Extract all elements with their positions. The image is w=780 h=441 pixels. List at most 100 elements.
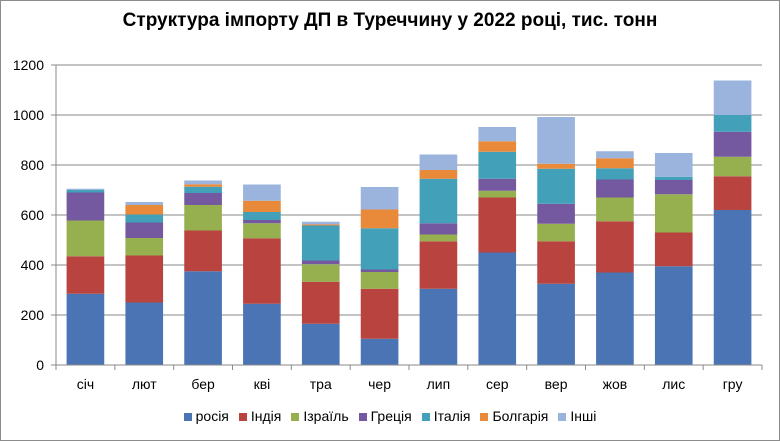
- legend-label: Інші: [570, 408, 597, 424]
- bar-segment: [184, 193, 222, 205]
- bar-segment: [478, 178, 517, 191]
- bar-segment: [184, 184, 222, 187]
- bar-segment: [654, 194, 693, 233]
- bar-segment: [66, 256, 105, 294]
- legend-item: Греція: [358, 408, 412, 424]
- bar-segment: [301, 225, 340, 261]
- bars: [66, 80, 752, 365]
- legend-label: Греція: [370, 408, 412, 424]
- x-tick-labels: січ лют бер кві тра чер лип сер вер жов лис гру: [77, 376, 743, 392]
- bar-segment: [184, 180, 222, 185]
- legend-item: Болгарія: [480, 408, 548, 424]
- bar-segment: [537, 163, 575, 169]
- legend-swatch: [291, 413, 300, 422]
- bar-segment: [478, 127, 517, 142]
- x-tick-label: лип: [427, 376, 451, 392]
- bar-segment: [125, 238, 164, 256]
- bar-segment: [478, 151, 517, 179]
- x-tick-label: жов: [603, 376, 628, 392]
- x-tick-label: тра: [310, 376, 332, 392]
- bar-segment: [125, 222, 164, 238]
- bar-segment: [713, 176, 752, 210]
- legend-item: росія: [183, 408, 229, 424]
- bar-segment: [301, 221, 340, 225]
- x-tick-label: лис: [662, 376, 685, 392]
- bar-segment: [537, 203, 575, 224]
- bar-segment: [301, 281, 340, 324]
- legend-label: росія: [195, 408, 229, 424]
- bar-segment: [125, 202, 164, 205]
- legend-label: Ізраїль: [303, 408, 349, 424]
- bar-segment: [360, 187, 399, 210]
- bar-segment: [360, 209, 399, 229]
- legend-label: Італія: [433, 408, 471, 424]
- bar-segment: [243, 212, 281, 220]
- legend: росія Індія Ізраїль Греція Італія Болгарія Інш…: [0, 408, 780, 424]
- y-tick-label: 200: [21, 307, 45, 323]
- bar-segment: [537, 241, 575, 284]
- bar-segment: [654, 232, 693, 267]
- bar-segment: [360, 228, 399, 270]
- bar-segment: [243, 223, 281, 239]
- x-tick-label: січ: [77, 376, 94, 392]
- y-tick-label: 800: [21, 157, 45, 173]
- bar-segment: [713, 210, 752, 365]
- axes: [51, 64, 763, 370]
- x-tick-label: кві: [254, 376, 271, 392]
- legend-swatch: [558, 413, 567, 422]
- legend-label: Болгарія: [492, 408, 549, 424]
- legend-swatch: [480, 413, 489, 422]
- legend-item: Італія: [421, 408, 471, 424]
- bar-segment: [243, 220, 281, 224]
- bar-segment: [243, 303, 281, 365]
- bar-segment: [360, 338, 399, 365]
- bar-segment: [301, 224, 340, 226]
- bar-segment: [478, 190, 517, 198]
- bar-segment: [125, 302, 164, 365]
- bar-segment: [243, 200, 281, 212]
- legend-label: Індія: [250, 408, 282, 424]
- y-tick-label: 400: [21, 257, 45, 273]
- bar-segment: [419, 223, 458, 235]
- bar-segment: [66, 190, 105, 193]
- bar-segment: [184, 186, 222, 193]
- bar-segment: [419, 170, 458, 179]
- bar-segment: [596, 151, 634, 159]
- gridlines: [56, 64, 762, 316]
- bar-segment: [301, 264, 340, 282]
- bar-segment: [537, 168, 575, 204]
- legend-item: Інші: [558, 408, 596, 424]
- bar-segment: [419, 288, 458, 365]
- bar-segment: [184, 205, 222, 231]
- chart-title: Структура імпорту ДП в Туреччину у 2022 …: [122, 10, 658, 31]
- bar-segment: [596, 221, 634, 273]
- bar-segment: [419, 178, 458, 224]
- y-tick-labels: 0 200 400 600 800 1000 1200: [13, 57, 44, 373]
- legend-swatch: [183, 413, 192, 422]
- y-tick-label: 0: [36, 357, 44, 373]
- bar-segment: [654, 180, 693, 195]
- bar-segment: [537, 283, 575, 365]
- bar-segment: [360, 272, 399, 289]
- bar-segment: [713, 115, 752, 132]
- legend-item: Індія: [238, 408, 282, 424]
- bar-segment: [184, 230, 222, 272]
- bar-segment: [596, 197, 634, 222]
- bar-segment: [184, 271, 222, 365]
- bar-segment: [478, 141, 517, 152]
- bar-segment: [654, 266, 693, 365]
- bar-segment: [596, 168, 634, 180]
- bar-segment: [713, 156, 752, 177]
- bar-segment: [66, 220, 105, 257]
- bar-segment: [654, 176, 693, 180]
- chart-plot: 0 200 400 600 800 1000 1200 січ лют бер кві тра чер…: [13, 57, 763, 392]
- x-tick-label: лют: [132, 376, 157, 392]
- bar-segment: [713, 80, 752, 115]
- bar-segment: [713, 131, 752, 157]
- bar-segment: [537, 223, 575, 242]
- bar-segment: [125, 205, 164, 215]
- x-tick-label: гру: [723, 376, 743, 392]
- bar-segment: [66, 192, 105, 221]
- bar-segment: [419, 234, 458, 242]
- x-tick-label: сер: [486, 376, 509, 392]
